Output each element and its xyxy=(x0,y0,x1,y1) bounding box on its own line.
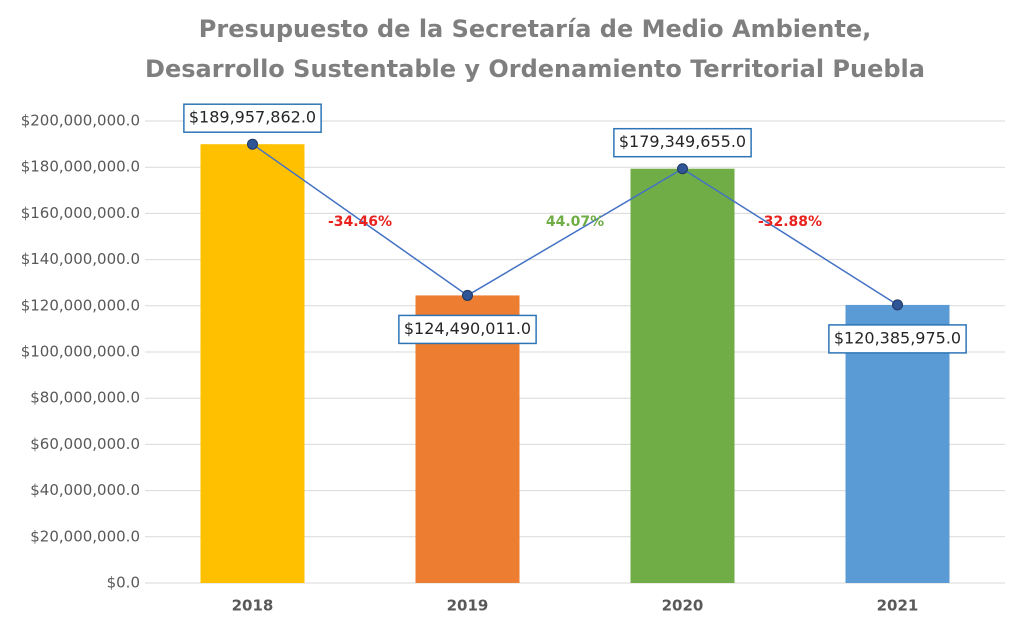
value-label: $124,490,011.0 xyxy=(404,319,531,338)
line-marker xyxy=(463,290,473,300)
x-tick-label: 2018 xyxy=(232,597,274,615)
bar xyxy=(631,169,735,583)
y-tick-label: $60,000,000.0 xyxy=(30,435,140,453)
y-tick-label: $40,000,000.0 xyxy=(30,481,140,499)
y-tick-label: $140,000,000.0 xyxy=(21,250,140,268)
y-tick-label: $80,000,000.0 xyxy=(30,389,140,407)
y-tick-label: $180,000,000.0 xyxy=(21,158,140,176)
x-tick-label: 2020 xyxy=(662,597,704,615)
change-annotation: -32.88% xyxy=(758,214,822,230)
y-tick-label: $120,000,000.0 xyxy=(21,296,140,314)
chart: Presupuesto de la Secretaría de Medio Am… xyxy=(0,0,1010,621)
y-tick-label: $0.0 xyxy=(107,574,140,592)
bar xyxy=(201,144,305,583)
chart-title: Presupuesto de la Secretaría de Medio Am… xyxy=(199,15,871,43)
value-label: $120,385,975.0 xyxy=(834,328,961,347)
x-tick-label: 2019 xyxy=(447,597,489,615)
change-annotation: -34.46% xyxy=(328,214,392,230)
x-tick-label: 2021 xyxy=(877,597,919,615)
y-tick-label: $100,000,000.0 xyxy=(21,343,140,361)
line-marker xyxy=(678,164,688,174)
y-tick-label: $160,000,000.0 xyxy=(21,204,140,222)
chart-title: Desarrollo Sustentable y Ordenamiento Te… xyxy=(145,55,925,83)
value-label: $179,349,655.0 xyxy=(619,132,746,151)
value-label: $189,957,862.0 xyxy=(189,108,316,127)
line-marker xyxy=(248,139,258,149)
line-marker xyxy=(893,300,903,310)
change-annotation: 44.07% xyxy=(546,214,604,230)
y-tick-label: $20,000,000.0 xyxy=(30,527,140,545)
y-tick-label: $200,000,000.0 xyxy=(21,112,140,130)
